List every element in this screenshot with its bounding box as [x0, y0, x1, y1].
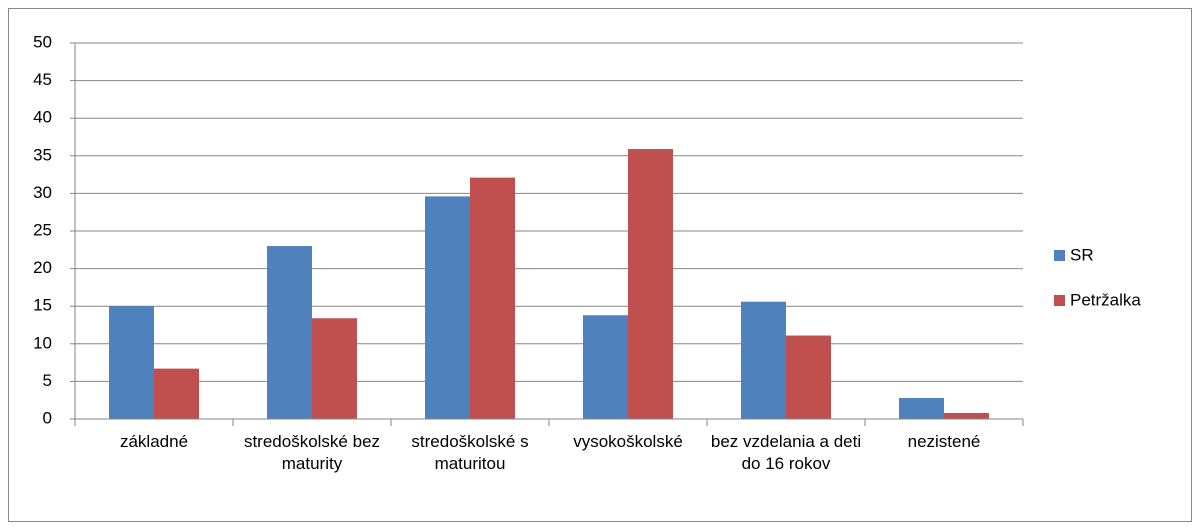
legend-label: SR — [1070, 245, 1094, 264]
bar — [628, 149, 673, 420]
bar — [470, 177, 515, 419]
bar — [899, 397, 944, 419]
x-tick-label: bez vzdelania a deti do 16 rokov — [710, 432, 862, 473]
legend-swatch — [1054, 295, 1065, 306]
bar — [786, 335, 831, 419]
y-tick-label: 0 — [43, 408, 52, 427]
x-tick-label: vysokoškolské — [573, 432, 683, 451]
bar — [312, 318, 357, 419]
y-tick-label: 35 — [33, 145, 52, 164]
bar — [741, 301, 786, 419]
y-tick-label: 25 — [33, 220, 52, 239]
bar — [109, 306, 154, 419]
bar — [154, 368, 199, 419]
y-tick-label: 5 — [43, 371, 52, 390]
bar — [267, 246, 312, 419]
y-tick-label: 40 — [33, 108, 52, 127]
x-tick-label: nezistené — [907, 432, 981, 451]
legend-label: Petržalka — [1070, 290, 1141, 309]
x-tick-label: základné — [119, 432, 189, 451]
y-tick-label: 15 — [33, 296, 52, 315]
y-tick-label: 10 — [33, 333, 52, 352]
legend-swatch — [1054, 250, 1065, 261]
x-tick-label: stredoškolské bez maturity — [243, 432, 381, 473]
bar — [425, 196, 470, 419]
y-tick-label: 20 — [33, 258, 52, 277]
y-tick-label: 45 — [33, 70, 52, 89]
y-tick-label: 50 — [33, 32, 52, 51]
chart-border — [8, 8, 1192, 522]
bar — [583, 315, 628, 419]
y-tick-label: 30 — [33, 183, 52, 202]
x-tick-label: stredoškolské s maturitou — [411, 432, 529, 473]
bar — [944, 412, 989, 419]
